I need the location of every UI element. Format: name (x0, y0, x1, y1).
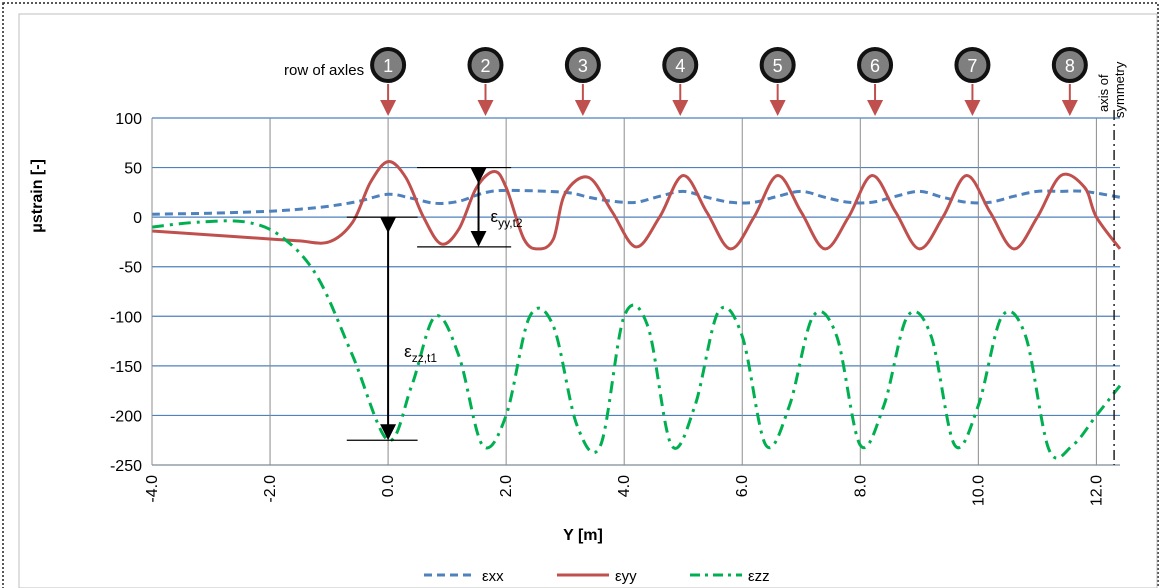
x-axis-title: Y [m] (563, 527, 603, 544)
y-tick-label: 100 (115, 111, 142, 128)
legend-label-eyy: εyy (615, 568, 637, 585)
axle-circle (370, 47, 407, 83)
axle-number: 1 (383, 56, 393, 76)
axle-number: 6 (870, 56, 880, 76)
x-tick-label: 0.0 (380, 475, 397, 497)
axle-number: 2 (480, 56, 490, 76)
y-tick-label: -100 (110, 309, 142, 326)
x-tick-label: -2.0 (262, 475, 279, 503)
axle-circle (954, 47, 991, 83)
series-line-εzz (151, 219, 1122, 460)
axle-number: 5 (773, 56, 783, 76)
y-tick-label: -250 (110, 458, 142, 475)
x-tick-label: -4.0 (144, 475, 161, 503)
annotation-layer: row of axles 1 2 3 4 5 6 7 8 axis of symmetry εyy,t… (284, 47, 1127, 465)
axle-circle (1051, 47, 1088, 83)
series-layer (151, 160, 1122, 460)
axle-number: 8 (1065, 56, 1075, 76)
x-tick-label: 2.0 (498, 475, 515, 497)
legend-label-exx: εxx (482, 568, 504, 585)
legend-label-ezz: εzz (748, 568, 770, 585)
x-tick-label: 6.0 (734, 475, 751, 497)
series-line-εyy (151, 160, 1122, 251)
axis-of-symmetry-label-1: axis of (1096, 74, 1111, 112)
y-axis-title: μstrain [-] (29, 159, 46, 233)
axis-layer: 100 50 0 -50 -100 -150 -200 -250-4.0 -2.0 0.0 2.0 4… (110, 111, 1120, 506)
y-tick-label: -200 (110, 408, 142, 425)
axle-number: 4 (675, 56, 685, 76)
axle-circle (857, 47, 894, 83)
axle-number: 7 (967, 56, 977, 76)
chart-area-border (18, 13, 1158, 588)
axle-circle (564, 47, 601, 83)
y-tick-label: -50 (119, 260, 142, 277)
eyy-annotation: εyy,t2 (491, 207, 523, 230)
y-tick-label: -150 (110, 359, 142, 376)
axle-number: 3 (578, 56, 588, 76)
axle-circle (662, 47, 699, 83)
row-of-axles-label: row of axles (284, 62, 364, 79)
axis-of-symmetry-label-2: symmetry (1112, 61, 1127, 118)
series-line-εxx (151, 188, 1121, 216)
x-tick-label: 12.0 (1088, 475, 1105, 506)
y-tick-label: 0 (133, 210, 142, 227)
grid (151, 117, 1120, 466)
x-tick-label: 8.0 (852, 475, 869, 497)
axle-circle (759, 47, 796, 83)
ezz-annotation: εzz,t1 (404, 342, 437, 365)
axle-circle (467, 47, 504, 83)
y-tick-label: 50 (124, 161, 142, 178)
x-tick-label: 4.0 (616, 475, 633, 497)
x-tick-label: 10.0 (970, 475, 987, 506)
legend: εxx εyy εzz (424, 568, 770, 585)
